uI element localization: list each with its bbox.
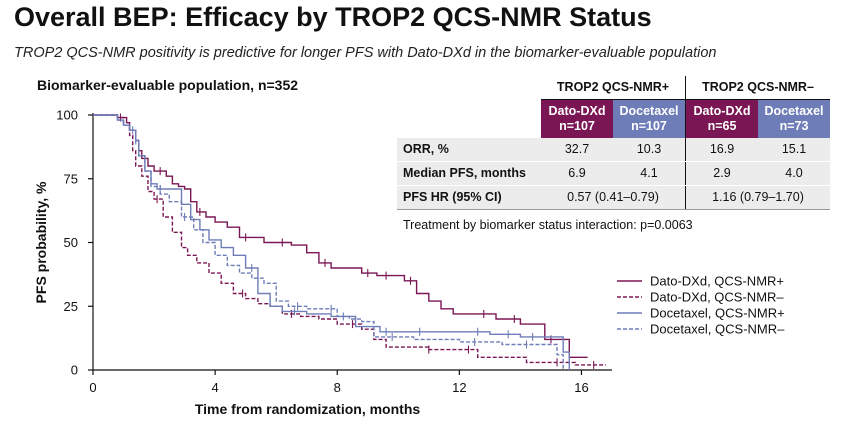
x-tick-label: 16 xyxy=(574,380,588,395)
col-header-dato-negative: Dato-DXd n=65 xyxy=(685,99,758,138)
y-axis-label: PFS probability, % xyxy=(33,181,49,303)
x-tick-label: 0 xyxy=(89,380,96,395)
group-header-positive: TROP2 QCS-NMR+ xyxy=(541,76,686,100)
table-cell: 2.9 xyxy=(685,161,758,186)
table-cell: 32.7 xyxy=(541,137,613,162)
table-row: ORR, % 32.7 10.3 16.9 15.1 xyxy=(397,137,830,162)
row-label-median-pfs: Median PFS, months xyxy=(397,161,541,186)
km-curve-1 xyxy=(93,114,588,358)
col-header-doce-positive: Docetaxel n=107 xyxy=(613,99,686,138)
population-label: Biomarker-evaluable population, n=352 xyxy=(37,77,299,93)
chart-legend: Dato-DXd, QCS-NMR+Dato-DXd, QCS-NMR–Doce… xyxy=(617,274,785,337)
legend-label: Docetaxel, QCS-NMR+ xyxy=(650,306,785,321)
legend-label: Dato-DXd, QCS-NMR+ xyxy=(650,274,784,289)
interaction-note: Treatment by biomarker status interactio… xyxy=(403,218,693,232)
y-tick-label: 25 xyxy=(64,299,78,314)
table-cell: 0.57 (0.41–0.79) xyxy=(541,185,686,210)
table-cell: 15.1 xyxy=(758,137,830,162)
x-tick-label: 12 xyxy=(452,380,466,395)
y-tick-label: 75 xyxy=(64,171,78,186)
group-header-negative: TROP2 QCS-NMR– xyxy=(685,76,830,100)
page-subtitle: TROP2 QCS-NMR positivity is predictive f… xyxy=(14,45,717,61)
row-label-orr: ORR, % xyxy=(397,137,541,162)
legend-label: Dato-DXd, QCS-NMR– xyxy=(650,290,784,305)
y-tick-label: 100 xyxy=(56,108,78,123)
table-cell: 4.0 xyxy=(758,161,830,186)
row-label-hr: PFS HR (95% CI) xyxy=(397,185,541,210)
x-axis-label: Time from randomization, months xyxy=(195,401,421,417)
km-curve-4 xyxy=(93,114,564,370)
table-cell: 10.3 xyxy=(613,137,686,162)
x-tick-label: 8 xyxy=(334,380,341,395)
table-row: PFS HR (95% CI) 0.57 (0.41–0.79) 1.16 (0… xyxy=(397,185,830,210)
table-row: Median PFS, months 6.9 4.1 2.9 4.0 xyxy=(397,161,830,186)
col-header-dato-positive: Dato-DXd n=107 xyxy=(541,99,613,138)
legend-label: Docetaxel, QCS-NMR– xyxy=(650,322,785,337)
chart-curves xyxy=(93,113,606,370)
table-cell: 6.9 xyxy=(541,161,613,186)
y-tick-label: 50 xyxy=(64,235,78,250)
efficacy-table: TROP2 QCS-NMR+ TROP2 QCS-NMR– Dato-DXd n=… xyxy=(397,76,830,210)
x-tick-label: 4 xyxy=(212,380,219,395)
table-cell: 1.16 (0.79–1.70) xyxy=(685,185,830,210)
col-header-doce-negative: Docetaxel n=73 xyxy=(758,99,830,138)
table-cell: 4.1 xyxy=(613,161,686,186)
table-cell: 16.9 xyxy=(685,137,758,162)
page-title: Overall BEP: Efficacy by TROP2 QCS-NMR S… xyxy=(14,2,652,32)
chart-axes: 0 25 50 75 100 0 4 8 12 16 Time from randomization… xyxy=(33,108,612,417)
y-tick-label: 0 xyxy=(71,363,78,378)
